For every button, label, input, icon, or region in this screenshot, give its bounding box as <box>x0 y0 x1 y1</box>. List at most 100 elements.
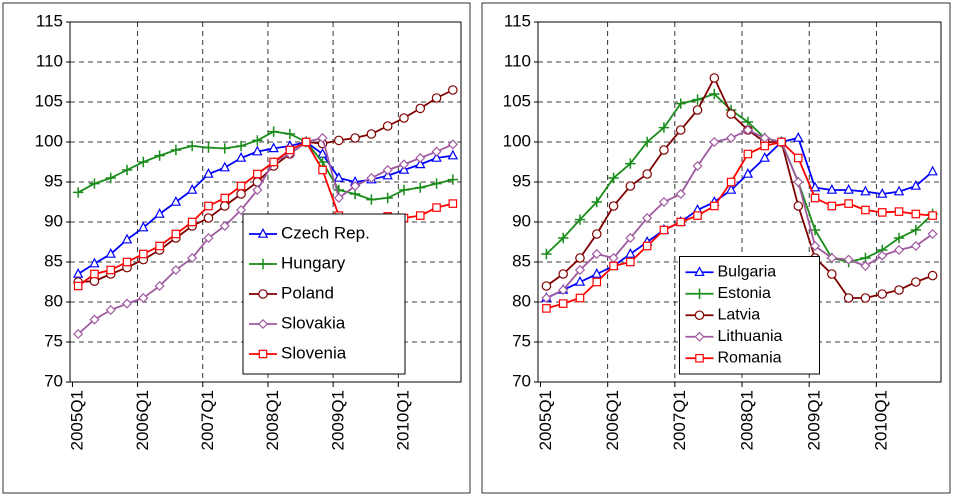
marker <box>558 299 568 308</box>
marker <box>826 184 838 194</box>
marker <box>860 185 871 196</box>
marker <box>366 172 377 184</box>
marker <box>575 253 585 263</box>
marker <box>809 181 821 192</box>
marker <box>592 277 602 287</box>
series <box>72 136 459 278</box>
plot-area <box>69 21 462 383</box>
marker <box>709 73 720 83</box>
marker <box>236 181 246 191</box>
marker <box>415 211 425 220</box>
marker <box>253 169 262 179</box>
legend-label: Estonia <box>718 285 771 302</box>
marker <box>138 292 149 304</box>
marker <box>415 158 426 169</box>
y-tick-label: 110 <box>504 51 531 70</box>
marker <box>285 145 295 155</box>
marker <box>350 180 361 192</box>
marker <box>742 124 753 136</box>
marker <box>121 233 133 244</box>
legend-label: Slovenia <box>281 343 347 362</box>
y-tick-label: 105 <box>503 91 531 110</box>
marker <box>89 314 100 325</box>
y-tick-label: 100 <box>503 131 531 150</box>
marker <box>910 180 922 190</box>
x-tick-label: 2007Q1 <box>670 390 689 451</box>
marker <box>399 113 409 123</box>
marker <box>843 293 854 303</box>
marker <box>777 137 786 147</box>
x-tick-label: 2006Q1 <box>603 390 622 451</box>
marker <box>826 252 837 264</box>
marker <box>121 298 133 309</box>
legend-label: Czech Rep. <box>281 223 370 242</box>
marker <box>710 201 719 211</box>
marker <box>333 172 345 182</box>
panel-frame <box>2 2 471 494</box>
plot-area <box>537 21 942 383</box>
marker <box>447 139 458 150</box>
x-tick-label: 2008Q1 <box>263 390 282 451</box>
legend-label: Lithuania <box>718 328 783 345</box>
marker <box>591 229 602 239</box>
marker <box>893 244 905 256</box>
marker <box>203 142 214 153</box>
marker <box>609 261 618 271</box>
marker <box>235 140 247 152</box>
marker <box>204 201 213 211</box>
marker <box>317 132 328 144</box>
panel-frame <box>481 2 951 494</box>
marker <box>122 257 132 267</box>
marker <box>558 284 569 296</box>
y-tick-label: 75 <box>44 331 63 350</box>
marker <box>317 156 328 168</box>
marker <box>860 293 871 303</box>
marker <box>843 254 854 265</box>
marker <box>382 192 393 204</box>
marker <box>73 328 84 340</box>
marker <box>171 229 181 239</box>
marker <box>542 304 551 313</box>
marker <box>893 185 905 196</box>
marker <box>827 201 837 211</box>
marker <box>203 232 214 244</box>
marker <box>318 165 327 175</box>
marker <box>642 212 653 224</box>
marker <box>910 240 921 252</box>
marker <box>252 145 263 156</box>
marker <box>257 228 269 238</box>
legend-label: Slovakia <box>281 313 346 332</box>
marker <box>793 201 804 211</box>
marker <box>220 193 230 203</box>
marker <box>447 174 459 185</box>
marker <box>301 137 311 147</box>
x-tick-label: 2009Q1 <box>328 390 347 451</box>
y-tick-label: 95 <box>44 171 63 190</box>
marker <box>106 265 116 275</box>
marker <box>154 280 165 292</box>
marker <box>219 220 230 232</box>
y-tick-label: 90 <box>512 211 531 230</box>
marker <box>659 225 669 235</box>
marker <box>154 150 165 161</box>
y-tick-label: 90 <box>44 211 63 230</box>
marker <box>626 257 635 267</box>
marker <box>743 149 753 159</box>
marker <box>187 217 197 227</box>
marker <box>574 214 586 225</box>
marker <box>625 248 636 258</box>
marker <box>431 146 442 157</box>
legend-label: Latvia <box>718 306 761 323</box>
marker <box>760 141 769 151</box>
marker <box>258 289 268 299</box>
marker <box>911 277 921 287</box>
legend-label: Hungary <box>281 253 346 272</box>
marker <box>219 161 230 172</box>
y-tick-label: 80 <box>512 291 531 310</box>
marker <box>219 201 230 211</box>
y-tick-label: 70 <box>512 371 531 390</box>
marker <box>658 196 669 208</box>
marker <box>911 209 921 219</box>
marker <box>258 349 268 359</box>
marker <box>877 289 888 299</box>
